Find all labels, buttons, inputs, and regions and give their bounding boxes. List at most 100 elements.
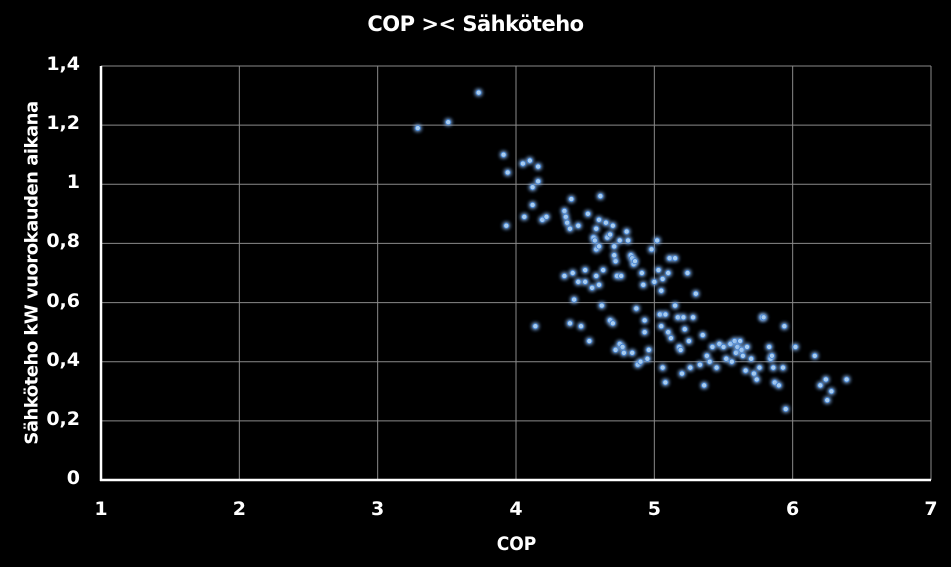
- data-point: [529, 184, 536, 191]
- data-point: [666, 255, 673, 262]
- data-point: [667, 335, 674, 342]
- y-tick-label: 1,2: [46, 112, 80, 135]
- data-point: [589, 284, 596, 291]
- data-point: [504, 169, 511, 176]
- data-point: [737, 338, 744, 345]
- data-point: [843, 376, 850, 383]
- data-point: [629, 349, 636, 356]
- data-point: [568, 196, 575, 203]
- data-point: [742, 367, 749, 374]
- x-tick-label: 2: [232, 498, 246, 520]
- data-point: [597, 193, 604, 200]
- data-point: [768, 352, 775, 359]
- data-point: [566, 320, 573, 327]
- data-point: [706, 358, 713, 365]
- data-point: [662, 379, 669, 386]
- data-point: [571, 296, 578, 303]
- y-tick-label: 1: [66, 171, 80, 194]
- data-point: [727, 340, 734, 347]
- data-point: [648, 246, 655, 253]
- data-point: [709, 343, 716, 350]
- x-axis-label: COP: [496, 533, 537, 555]
- data-point: [640, 281, 647, 288]
- data-point: [619, 343, 626, 350]
- data-point: [575, 222, 582, 229]
- data-point: [600, 267, 607, 274]
- data-point: [782, 406, 789, 413]
- data-point: [655, 267, 662, 274]
- x-tick-label: 1: [94, 498, 108, 520]
- data-point: [732, 349, 739, 356]
- data-point: [779, 364, 786, 371]
- data-point: [674, 314, 681, 321]
- data-point: [602, 219, 609, 226]
- data-point: [578, 323, 585, 330]
- data-point: [582, 267, 589, 274]
- data-point: [672, 302, 679, 309]
- data-point: [584, 210, 591, 217]
- data-point: [781, 323, 788, 330]
- data-point: [665, 269, 672, 276]
- data-point: [685, 338, 692, 345]
- data-point: [824, 397, 831, 404]
- data-point: [561, 272, 568, 279]
- data-point: [611, 252, 618, 259]
- data-point: [731, 338, 738, 345]
- data-point: [445, 119, 452, 126]
- chart-title: COP >< Sähköteho: [367, 12, 584, 36]
- axes: [99, 66, 931, 482]
- x-tick-label: 4: [509, 498, 523, 520]
- data-point: [539, 216, 546, 223]
- data-point: [609, 320, 616, 327]
- data-point: [651, 278, 658, 285]
- data-point: [723, 355, 730, 362]
- data-point: [607, 231, 614, 238]
- data-point: [760, 314, 767, 321]
- data-point: [503, 222, 510, 229]
- data-point: [598, 302, 605, 309]
- data-point: [817, 382, 824, 389]
- x-tick-label: 3: [371, 498, 385, 520]
- data-point: [703, 352, 710, 359]
- data-point: [687, 364, 694, 371]
- data-point: [519, 160, 526, 167]
- data-point: [792, 343, 799, 350]
- data-point: [713, 364, 720, 371]
- data-point: [770, 364, 777, 371]
- data-point: [526, 157, 533, 164]
- data-point: [822, 376, 829, 383]
- data-point: [596, 216, 603, 223]
- y-tick-label: 0,8: [46, 230, 80, 253]
- data-point: [658, 287, 665, 294]
- data-point: [616, 237, 623, 244]
- data-point: [756, 364, 763, 371]
- y-tick-label: 0,2: [46, 407, 80, 430]
- data-point: [744, 343, 751, 350]
- data-point: [529, 201, 536, 208]
- data-point: [475, 89, 482, 96]
- data-point: [596, 243, 603, 250]
- data-point: [748, 355, 755, 362]
- data-point: [679, 370, 686, 377]
- data-point: [586, 338, 593, 345]
- x-tick-label: 5: [647, 498, 661, 520]
- data-point: [535, 163, 542, 170]
- x-tick-label: 6: [786, 498, 800, 520]
- data-point: [699, 332, 706, 339]
- data-point: [561, 207, 568, 214]
- data-point: [753, 376, 760, 383]
- data-point: [692, 290, 699, 297]
- data-point: [696, 361, 703, 368]
- data-point: [645, 346, 652, 353]
- data-point: [612, 346, 619, 353]
- y-tick-label: 1,4: [46, 53, 80, 75]
- gridlines: [101, 65, 932, 480]
- data-point: [680, 314, 687, 321]
- data-point: [641, 317, 648, 324]
- data-point: [672, 255, 679, 262]
- data-point: [728, 358, 735, 365]
- data-point: [734, 343, 741, 350]
- data-point: [720, 343, 727, 350]
- data-point: [659, 364, 666, 371]
